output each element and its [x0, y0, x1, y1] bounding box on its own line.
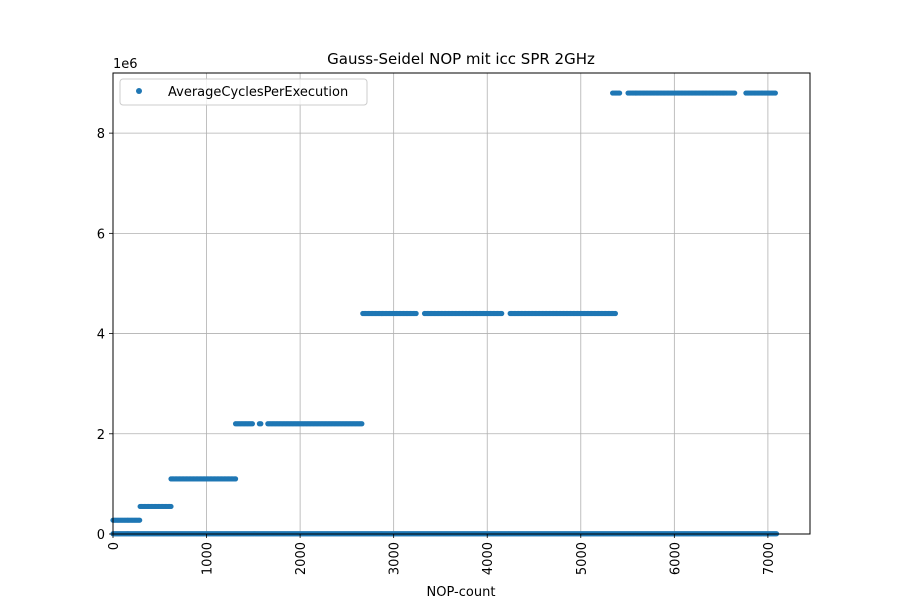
data-point — [772, 90, 778, 96]
x-tick-label: 3000 — [388, 542, 403, 575]
x-tick-label: 7000 — [762, 542, 777, 575]
data-point — [413, 310, 419, 317]
data-point — [137, 517, 143, 523]
y-tick-label: 0 — [97, 528, 105, 543]
y-axis-ticks: 0 2 4 6 8 — [97, 127, 113, 543]
y-tick-label: 2 — [97, 428, 105, 443]
legend-marker — [136, 88, 142, 94]
y-tick-label: 4 — [97, 328, 105, 343]
data-point — [617, 90, 623, 96]
data-point — [732, 90, 738, 96]
data-point — [249, 421, 255, 427]
x-axis-ticks: 0 1000 2000 3000 4000 5000 6000 7000 — [107, 534, 777, 575]
x-tick-label: 2000 — [294, 542, 309, 575]
x-tick-label: 1000 — [201, 542, 216, 575]
x-tick-label: 4000 — [481, 542, 496, 575]
y-tick-label: 6 — [97, 227, 105, 242]
data-point — [168, 503, 174, 510]
x-axis-label: NOP-count — [427, 585, 496, 600]
data-point — [499, 310, 505, 317]
x-tick-label: 6000 — [668, 542, 683, 575]
plot-frame — [112, 72, 811, 535]
x-tick-label: 0 — [107, 542, 122, 550]
data-point — [232, 476, 239, 482]
data-point — [258, 421, 264, 427]
grid-lines — [112, 73, 810, 535]
data-point — [612, 310, 619, 317]
chart-title: Gauss-Seidel NOP mit icc SPR 2GHz — [327, 50, 595, 68]
series-points — [110, 90, 780, 537]
y-tick-label: 8 — [97, 127, 105, 142]
x-tick-label: 5000 — [575, 542, 590, 575]
legend-label: AverageCyclesPerExecution — [168, 85, 348, 100]
data-point — [359, 421, 365, 427]
legend: AverageCyclesPerExecution — [119, 78, 368, 106]
legend-box — [119, 78, 368, 106]
y-offset-text: 1e6 — [113, 57, 138, 72]
